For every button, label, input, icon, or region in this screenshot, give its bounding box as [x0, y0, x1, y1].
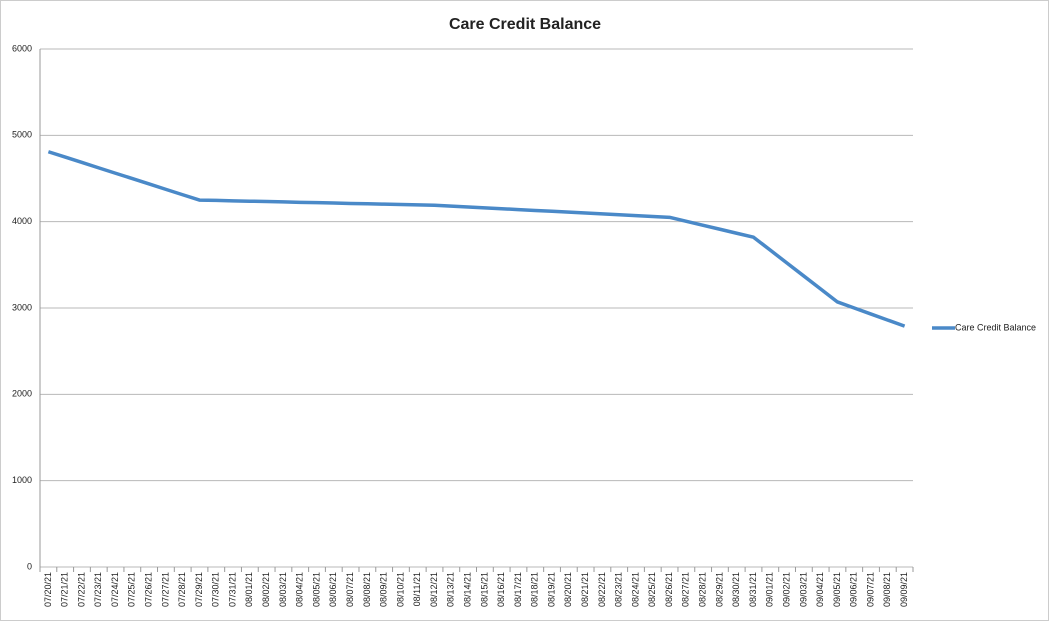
x-tick-label: 08/08/21	[362, 572, 372, 607]
x-tick-label: 07/22/21	[76, 572, 86, 607]
data-line	[47, 150, 906, 328]
x-tick-label: 08/18/21	[530, 572, 540, 607]
x-tick-label: 07/26/21	[144, 572, 154, 607]
x-tick-label: 07/30/21	[211, 572, 221, 607]
x-tick-label: 08/22/21	[597, 572, 607, 607]
x-tick-label: 08/16/21	[496, 572, 506, 607]
x-tick-label: 07/24/21	[110, 572, 120, 607]
x-tick-label: 08/29/21	[714, 572, 724, 607]
x-tick-label: 09/05/21	[832, 572, 842, 607]
x-tick-label: 08/19/21	[546, 572, 556, 607]
x-tick-label: 07/27/21	[160, 572, 170, 607]
x-tick-label: 07/25/21	[127, 572, 137, 607]
x-tick-label: 08/04/21	[295, 572, 305, 607]
x-tick-label: 08/28/21	[698, 572, 708, 607]
x-tick-label: 08/05/21	[311, 572, 321, 607]
x-tick-label: 08/27/21	[681, 572, 691, 607]
x-tick-label: 08/07/21	[345, 572, 355, 607]
y-tick-label: 3000	[12, 302, 32, 312]
x-tick-label: 08/20/21	[563, 572, 573, 607]
x-tick-label: 08/11/21	[412, 572, 422, 606]
x-tick-label: 09/02/21	[781, 572, 791, 607]
x-tick-label: 09/01/21	[765, 572, 775, 607]
x-tick-label: 09/07/21	[865, 572, 875, 607]
x-tick-label: 07/20/21	[43, 572, 53, 607]
x-tick-label: 07/31/21	[227, 572, 237, 607]
x-tick-label: 07/28/21	[177, 572, 187, 607]
x-tick-label: 08/10/21	[395, 572, 405, 607]
x-tick-label: 07/21/21	[60, 572, 70, 607]
x-tick-label: 08/21/21	[580, 572, 590, 607]
y-tick-label: 0	[27, 561, 32, 571]
chart-title: Care Credit Balance	[449, 16, 601, 33]
x-tick-label: 09/03/21	[798, 572, 808, 607]
x-tick-label: 09/08/21	[882, 572, 892, 607]
y-tick-label: 5000	[12, 130, 32, 140]
x-tick-label: 09/04/21	[815, 572, 825, 607]
x-tick-label: 08/26/21	[664, 572, 674, 607]
x-tick-label: 08/25/21	[647, 572, 657, 607]
x-tick-label: 09/09/21	[899, 572, 909, 607]
x-tick-label: 08/24/21	[630, 572, 640, 607]
legend-label: Care Credit Balance	[955, 322, 1036, 332]
y-tick-label: 2000	[12, 389, 32, 399]
x-tick-label: 08/12/21	[429, 572, 439, 607]
x-tick-label: 07/23/21	[93, 572, 103, 607]
x-tick-label: 08/23/21	[614, 572, 624, 607]
y-tick-label: 1000	[12, 475, 32, 485]
x-tick-label: 08/02/21	[261, 572, 271, 607]
x-tick-label: 07/29/21	[194, 572, 204, 607]
x-tick-label: 08/30/21	[731, 572, 741, 607]
x-tick-label: 08/09/21	[379, 572, 389, 607]
x-tick-label: 08/15/21	[479, 572, 489, 607]
y-tick-label: 6000	[12, 43, 32, 53]
x-tick-label: 08/31/21	[748, 572, 758, 607]
x-tick-label: 08/13/21	[446, 572, 456, 607]
x-tick-label: 08/03/21	[278, 572, 288, 607]
x-tick-label: 08/14/21	[462, 572, 472, 607]
x-tick-label: 08/06/21	[328, 572, 338, 607]
x-tick-label: 08/17/21	[513, 572, 523, 607]
x-tick-label: 09/06/21	[849, 572, 859, 607]
y-tick-label: 4000	[12, 216, 32, 226]
x-tick-label: 08/01/21	[244, 572, 254, 607]
